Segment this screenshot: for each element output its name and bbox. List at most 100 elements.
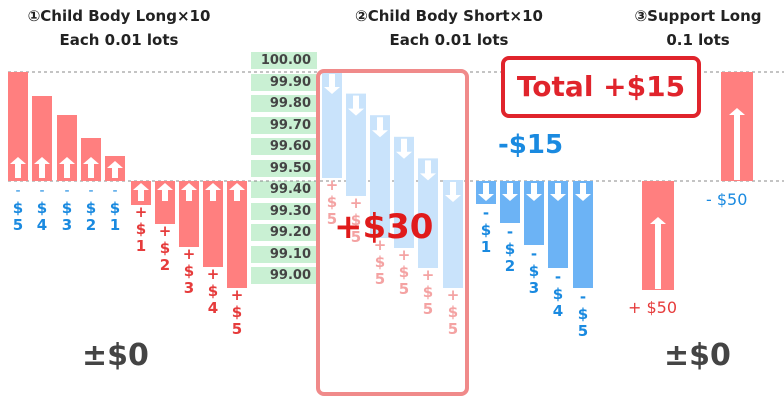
down-arrow-icon — [420, 160, 436, 181]
svg-text:+: + — [350, 194, 363, 212]
svg-text:$: $ — [375, 253, 385, 271]
child-long-result: ±$0 — [82, 338, 149, 373]
svg-text:+: + — [231, 286, 244, 304]
header-child-short-title: ②Child Body Short×10 — [355, 7, 543, 25]
svg-text:+: + — [398, 246, 411, 264]
svg-text:5: 5 — [232, 320, 242, 338]
dash-mark: - — [64, 183, 69, 199]
long-loss-label: $4 — [37, 199, 47, 234]
svg-text:$: $ — [86, 199, 96, 217]
header-child-short: ②Child Body Short×10 Each 0.01 lots — [325, 4, 573, 52]
svg-text:5: 5 — [351, 228, 361, 246]
price-level: 99.50 — [251, 159, 317, 177]
long-loss-label: $2 — [86, 199, 96, 234]
svg-text:$: $ — [232, 303, 242, 321]
svg-text:+: + — [183, 245, 196, 263]
svg-text:4: 4 — [208, 299, 218, 317]
svg-text:3: 3 — [62, 216, 72, 234]
short-gain-faded-label: +$5 — [326, 176, 339, 228]
svg-text:5: 5 — [13, 216, 23, 234]
long-loss-label: $3 — [62, 199, 72, 234]
svg-text:-: - — [531, 245, 537, 263]
long-gain-label: +$4 — [207, 265, 220, 317]
price-level: 99.90 — [251, 73, 317, 91]
short-group-gain-value: +$30 — [334, 207, 434, 247]
svg-text:4: 4 — [37, 216, 47, 234]
short-loss-label: -$2 — [505, 223, 515, 275]
svg-text:-: - — [580, 288, 586, 306]
svg-text:$: $ — [578, 305, 588, 323]
short-gain-faded-label: +$5 — [398, 246, 411, 298]
short-bar-faded — [443, 180, 463, 288]
down-arrow-icon — [550, 183, 566, 201]
down-arrow-icon — [478, 183, 494, 201]
short-bar-faded — [370, 115, 390, 238]
price-level: 99.30 — [251, 202, 317, 220]
svg-text:1: 1 — [136, 237, 146, 255]
long-bar-upper — [32, 96, 52, 181]
price-level: 99.60 — [251, 138, 317, 155]
svg-text:$: $ — [448, 303, 458, 321]
price-level: 99.80 — [251, 95, 317, 112]
up-arrow-icon — [10, 157, 26, 178]
dash-mark: - — [15, 183, 20, 199]
short-loss-label: -$4 — [553, 268, 563, 320]
price-level: 99.40 — [251, 181, 317, 198]
price-level: 100.00 — [251, 52, 317, 69]
svg-text:1: 1 — [481, 238, 491, 256]
long-bar-lower — [227, 181, 247, 288]
long-bar-lower — [155, 181, 175, 224]
svg-text:5: 5 — [327, 210, 337, 228]
header-child-long-title: ①Child Body Long×10 — [27, 7, 211, 25]
up-arrow-icon — [157, 183, 173, 201]
short-loss-label: -$3 — [529, 245, 539, 297]
long-bar-upper — [8, 72, 28, 181]
svg-text:2: 2 — [160, 256, 170, 274]
price-level: 99.70 — [251, 116, 317, 134]
long-bar-upper — [57, 115, 77, 181]
short-loss-label: -$1 — [481, 204, 491, 256]
down-arrow-icon — [324, 74, 340, 94]
down-arrow-icon — [348, 95, 364, 116]
price-level: 99.10 — [251, 245, 317, 263]
header-support-long-subtitle: 0.1 lots — [666, 31, 730, 49]
svg-text:+: + — [135, 203, 148, 221]
header-support-long: ③Support Long 0.1 lots — [618, 4, 778, 52]
svg-text:$: $ — [37, 199, 47, 217]
up-arrow-icon — [205, 183, 221, 201]
up-arrow-icon — [729, 108, 745, 180]
total-result-box: Total +$15 — [501, 56, 701, 118]
long-bar-lower — [203, 181, 223, 267]
short-bar — [524, 181, 544, 245]
svg-text:3: 3 — [529, 279, 539, 297]
price-level: 99.00 — [251, 267, 317, 284]
up-arrow-icon — [83, 157, 99, 178]
svg-text:$: $ — [553, 285, 563, 303]
short-gain-faded-label: +$5 — [422, 266, 435, 318]
svg-text:$: $ — [110, 199, 120, 217]
header-child-short-subtitle: Each 0.01 lots — [389, 31, 509, 49]
svg-text:1: 1 — [110, 216, 120, 234]
svg-text:5: 5 — [578, 322, 588, 340]
svg-text:5: 5 — [448, 320, 458, 338]
header-support-long-title: ③Support Long — [634, 7, 762, 25]
svg-text:3: 3 — [184, 279, 194, 297]
short-group-highlight — [316, 69, 469, 396]
short-loss-value: -$15 — [498, 130, 564, 160]
down-arrow-icon — [445, 182, 461, 202]
svg-text:+: + — [207, 265, 220, 283]
svg-text:$: $ — [399, 263, 409, 281]
long-gain-label: +$5 — [231, 286, 244, 338]
short-gain-faded-label: +$5 — [374, 236, 387, 288]
up-arrow-icon — [34, 157, 50, 178]
short-bar-faded — [322, 72, 342, 178]
short-bar — [573, 181, 593, 288]
short-bar-faded — [418, 158, 438, 268]
short-bar — [500, 181, 520, 223]
header-child-long: ①Child Body Long×10 Each 0.01 lots — [0, 4, 238, 52]
down-arrow-icon — [372, 117, 388, 138]
up-arrow-icon — [181, 183, 197, 201]
svg-text:4: 4 — [553, 302, 563, 320]
